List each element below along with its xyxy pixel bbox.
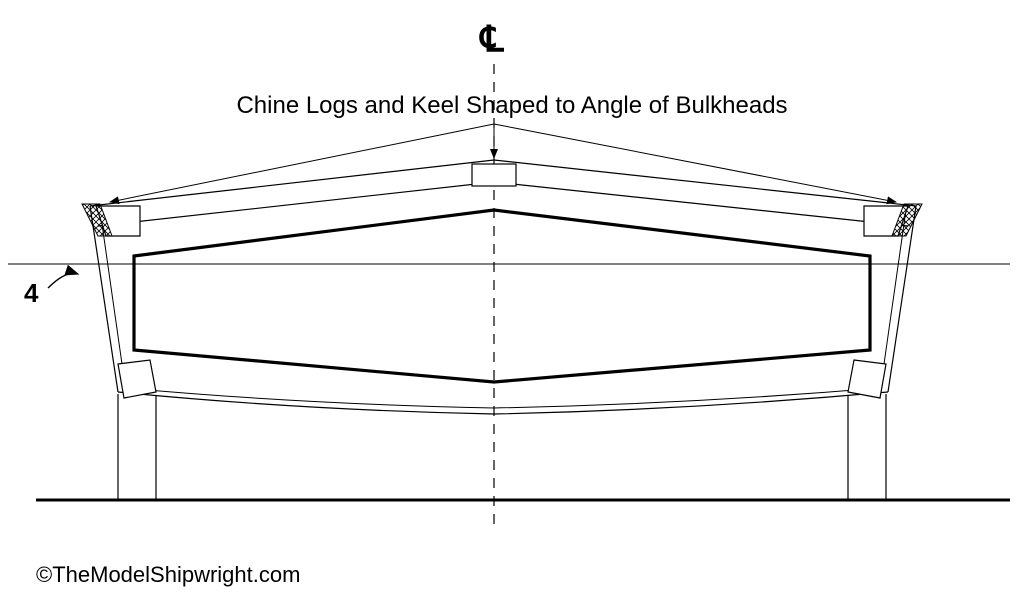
chine-log-bottom-left [118,360,156,398]
hull-section-svg [0,0,1024,608]
inner-hexagon [134,210,870,382]
frame-label-arrow [48,273,78,288]
diagram-canvas: ℄ Chine Logs and Keel Shaped to Angle of… [0,0,1024,608]
leader-right [494,124,896,202]
outer-hull-bottom-inner [126,388,880,408]
leader-left [110,124,494,202]
keel-block [472,164,516,186]
chine-log-bottom-right [848,360,886,398]
deck-line [98,182,908,226]
outer-hull-bottom [118,392,888,414]
